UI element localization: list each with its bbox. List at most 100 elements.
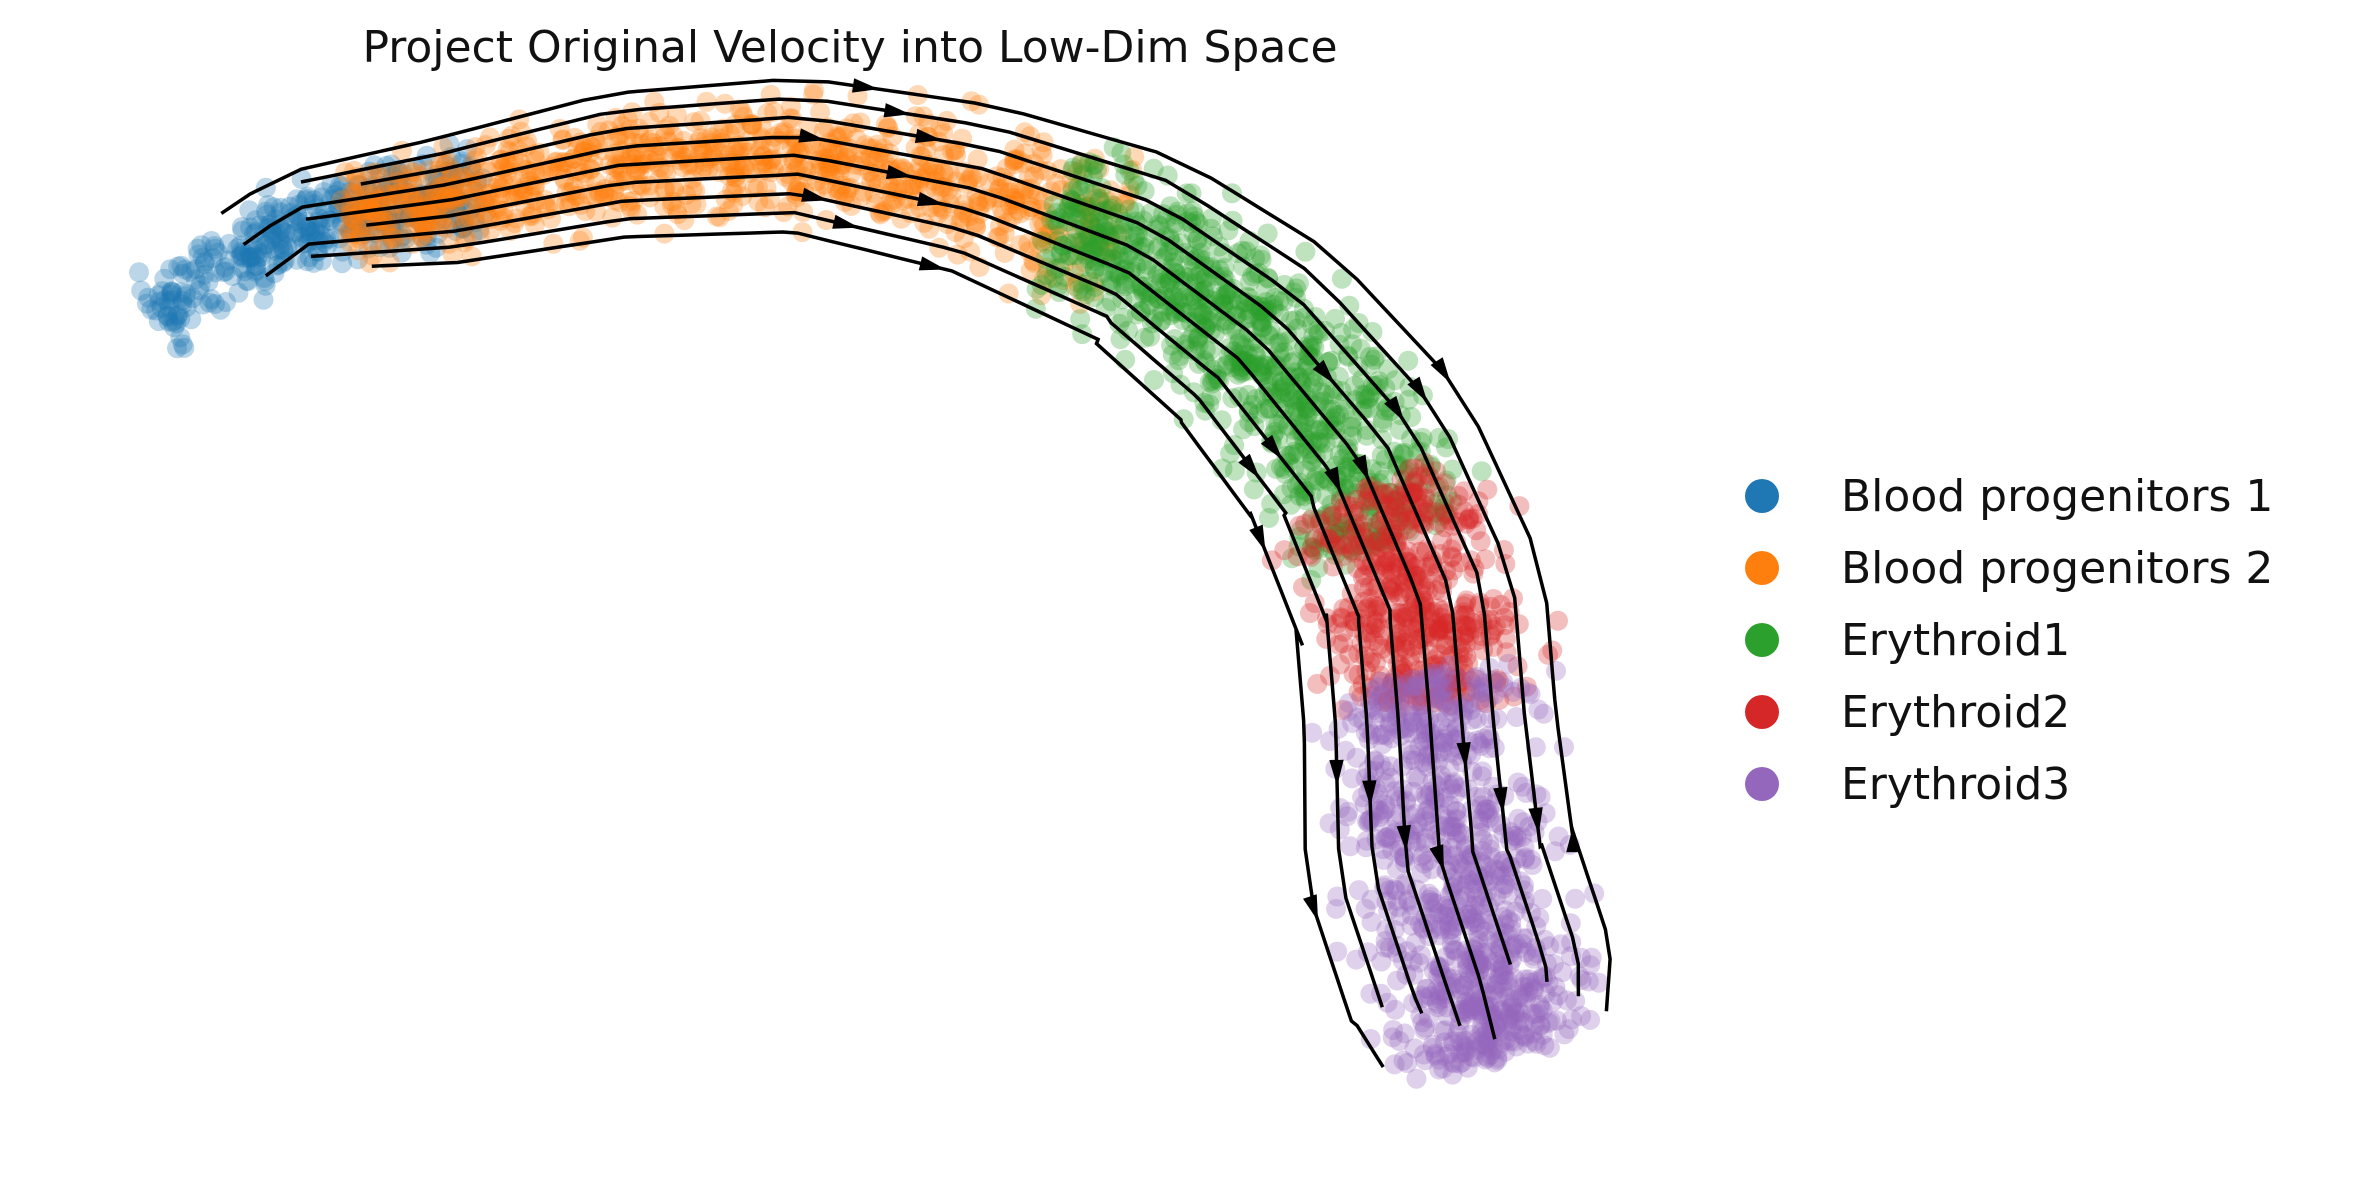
cell-point <box>1369 461 1390 482</box>
cell-point <box>1447 809 1468 830</box>
cell-point <box>524 214 545 235</box>
cell-point <box>238 271 259 292</box>
cell-point <box>1242 394 1263 415</box>
cell-point <box>1543 954 1564 975</box>
cell-point <box>1400 722 1421 743</box>
cell-point <box>1222 357 1243 378</box>
cell-point <box>273 240 294 261</box>
cell-point <box>1501 1017 1522 1038</box>
cell-point <box>1163 286 1184 307</box>
streamline-arrowhead <box>1260 434 1283 460</box>
cell-point <box>1380 482 1401 503</box>
cell-point <box>1289 407 1310 428</box>
cell-point <box>270 197 291 218</box>
cell-point <box>1245 389 1266 409</box>
cell-point <box>1439 673 1460 694</box>
cell-point <box>1153 286 1174 307</box>
cell-point <box>1018 233 1039 254</box>
cell-point <box>1495 1003 1516 1024</box>
cell-point <box>1402 597 1423 618</box>
cell-point <box>1343 540 1363 561</box>
cell-point <box>760 134 781 155</box>
cell-point <box>1456 616 1477 637</box>
cell-point <box>1457 1003 1478 1024</box>
cell-point <box>1407 686 1428 707</box>
cell-point <box>189 280 209 301</box>
cell-point <box>1497 970 1518 991</box>
cell-point <box>332 241 353 262</box>
cell-point <box>1446 801 1467 822</box>
cell-point <box>1071 154 1091 175</box>
cell-point <box>1127 175 1148 196</box>
cell-point <box>1210 286 1231 307</box>
cell-point <box>1417 800 1438 821</box>
cell-point <box>296 217 317 237</box>
cell-point <box>1220 289 1241 310</box>
cell-point <box>146 300 167 321</box>
cell-point <box>1420 608 1441 629</box>
cell-point <box>752 154 772 175</box>
cell-point <box>1377 692 1398 713</box>
cell-point <box>384 233 405 254</box>
cell-point <box>1539 1037 1560 1058</box>
cell-point <box>328 193 349 214</box>
cell-point <box>1464 895 1485 916</box>
cell-point <box>1427 684 1448 705</box>
cell-point <box>1450 822 1471 843</box>
cell-point <box>1519 972 1540 993</box>
cell-point <box>1034 268 1055 289</box>
cell-point <box>1140 326 1161 347</box>
cell-point <box>1511 1003 1532 1023</box>
cell-point <box>1304 529 1325 550</box>
cell-point <box>1476 1046 1497 1067</box>
cell-point <box>1427 677 1448 698</box>
cell-point <box>1358 389 1378 410</box>
cell-point <box>1164 247 1185 268</box>
cell-point <box>1130 301 1151 322</box>
cell-point <box>1192 303 1213 324</box>
cell-point <box>744 178 765 199</box>
cell-point <box>1455 513 1476 534</box>
cell-point <box>1165 262 1186 283</box>
cell-point <box>339 232 360 253</box>
streamline <box>371 230 1385 1069</box>
cell-point <box>250 246 271 267</box>
cell-point <box>1437 485 1458 506</box>
cell-point <box>585 186 606 207</box>
cell-point <box>1526 784 1547 805</box>
cell-point <box>347 174 368 195</box>
cell-point <box>1126 256 1147 277</box>
cell-point <box>616 128 637 149</box>
cell-point <box>131 280 152 301</box>
cell-point <box>1034 215 1055 236</box>
cell-point <box>1175 303 1196 324</box>
cell-point <box>1343 664 1364 685</box>
cell-point <box>1260 320 1281 341</box>
cell-point <box>1348 880 1369 901</box>
cell-point <box>1384 497 1405 518</box>
cell-point <box>1507 828 1528 849</box>
cell-point <box>339 181 360 202</box>
cell-point <box>1424 667 1445 688</box>
cell-point <box>1344 375 1365 396</box>
cell-point <box>1494 874 1515 895</box>
cell-point <box>1367 677 1388 697</box>
cell-point <box>1419 892 1440 913</box>
cell-point <box>1474 995 1495 1016</box>
cell-point <box>1333 633 1354 654</box>
cell-point <box>1254 385 1274 406</box>
cell-point <box>1475 921 1496 942</box>
cell-point <box>262 225 283 246</box>
cell-point <box>1413 752 1434 773</box>
cell-point <box>1449 1016 1470 1037</box>
cell-point <box>563 148 584 169</box>
cell-point <box>1495 970 1516 991</box>
cell-point <box>259 238 280 259</box>
cell-point <box>841 163 862 184</box>
cell-point <box>1167 201 1188 222</box>
cell-point <box>1395 675 1416 696</box>
cell-point <box>1139 295 1160 315</box>
cell-point <box>321 174 342 195</box>
cell-point <box>263 197 284 218</box>
cell-point <box>1381 580 1402 601</box>
